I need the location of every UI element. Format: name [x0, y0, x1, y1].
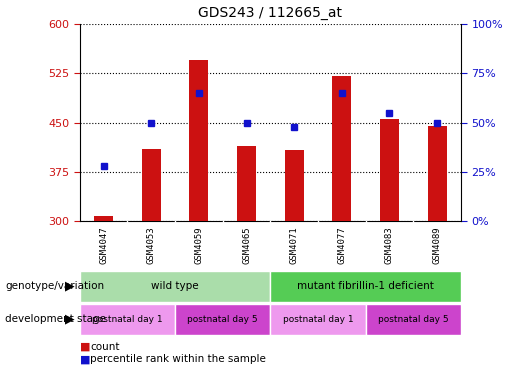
Text: GSM4089: GSM4089 — [433, 227, 441, 264]
Text: mutant fibrillin-1 deficient: mutant fibrillin-1 deficient — [297, 281, 434, 291]
Bar — [285, 150, 304, 221]
Text: GSM4071: GSM4071 — [290, 227, 299, 264]
Text: GSM4065: GSM4065 — [242, 227, 251, 264]
Text: postnatal day 5: postnatal day 5 — [187, 315, 258, 324]
Bar — [427, 126, 447, 221]
Bar — [237, 146, 256, 221]
Text: ▶: ▶ — [65, 313, 74, 326]
Title: GDS243 / 112665_at: GDS243 / 112665_at — [198, 6, 342, 20]
Text: ■: ■ — [80, 342, 90, 352]
Text: ▶: ▶ — [65, 280, 74, 293]
Text: wild type: wild type — [151, 281, 199, 291]
Text: postnatal day 1: postnatal day 1 — [283, 315, 353, 324]
Bar — [190, 60, 209, 221]
Bar — [94, 216, 113, 221]
Text: GSM4083: GSM4083 — [385, 227, 394, 264]
Text: postnatal day 1: postnatal day 1 — [92, 315, 163, 324]
Bar — [332, 76, 351, 221]
Text: genotype/variation: genotype/variation — [5, 281, 104, 291]
Bar — [270, 271, 461, 302]
Bar — [270, 304, 366, 335]
Text: ■: ■ — [80, 354, 90, 365]
Bar — [142, 149, 161, 221]
Text: GSM4077: GSM4077 — [337, 227, 346, 264]
Text: GSM4047: GSM4047 — [99, 227, 108, 264]
Bar — [380, 119, 399, 221]
Text: development stage: development stage — [5, 314, 106, 324]
Text: GSM4053: GSM4053 — [147, 227, 156, 264]
Text: postnatal day 5: postnatal day 5 — [378, 315, 449, 324]
Text: GSM4059: GSM4059 — [195, 227, 203, 264]
Bar — [80, 304, 175, 335]
Text: percentile rank within the sample: percentile rank within the sample — [90, 354, 266, 365]
Bar — [366, 304, 461, 335]
Text: count: count — [90, 342, 119, 352]
Bar — [175, 304, 270, 335]
Bar — [80, 271, 270, 302]
